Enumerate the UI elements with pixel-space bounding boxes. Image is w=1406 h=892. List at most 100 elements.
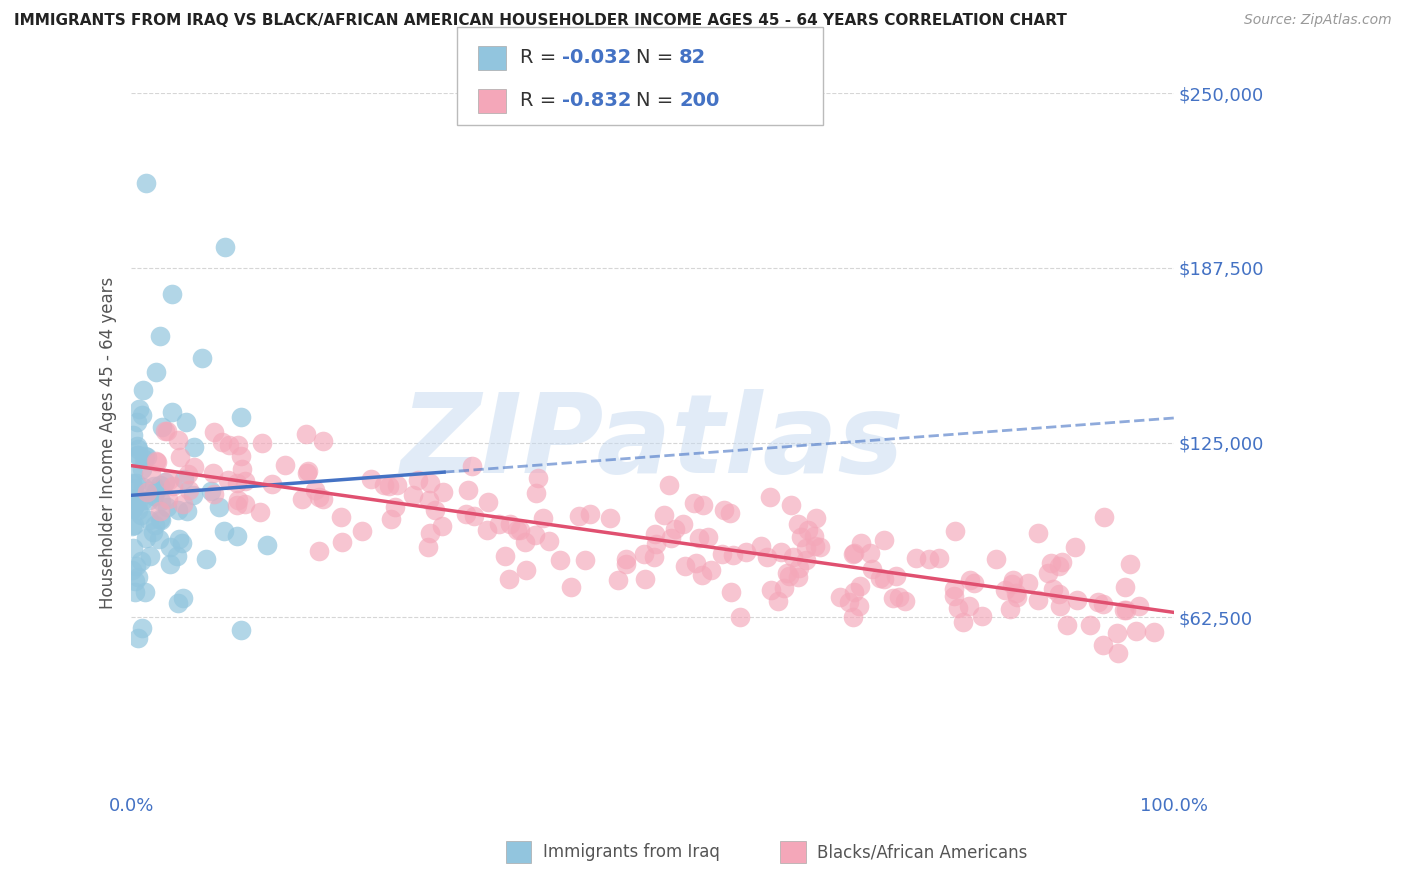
Point bbox=[548, 553, 571, 567]
Point bbox=[524, 528, 547, 542]
Point bbox=[869, 571, 891, 585]
Point bbox=[858, 546, 880, 560]
Point bbox=[1000, 577, 1022, 591]
Point bbox=[139, 549, 162, 563]
Point bbox=[905, 551, 928, 566]
Point bbox=[524, 485, 547, 500]
Point bbox=[495, 549, 517, 563]
Point bbox=[183, 440, 205, 454]
Point bbox=[131, 462, 153, 476]
Point bbox=[172, 497, 194, 511]
Point bbox=[790, 530, 813, 544]
Point bbox=[121, 467, 143, 481]
Point bbox=[1005, 591, 1028, 605]
Point bbox=[135, 176, 157, 190]
Point bbox=[776, 566, 799, 581]
Point bbox=[295, 466, 318, 480]
Point bbox=[1028, 592, 1050, 607]
Point bbox=[887, 591, 910, 605]
Text: N =: N = bbox=[636, 91, 679, 111]
Point bbox=[214, 524, 236, 538]
Text: IMMIGRANTS FROM IRAQ VS BLACK/AFRICAN AMERICAN HOUSEHOLDER INCOME AGES 45 - 64 Y: IMMIGRANTS FROM IRAQ VS BLACK/AFRICAN AM… bbox=[14, 13, 1067, 29]
Point bbox=[124, 574, 146, 588]
Point bbox=[330, 509, 353, 524]
Point bbox=[125, 476, 148, 491]
Point bbox=[574, 553, 596, 567]
Point bbox=[127, 448, 149, 462]
Point bbox=[121, 563, 143, 577]
Point bbox=[537, 534, 560, 549]
Point bbox=[416, 541, 439, 555]
Point bbox=[842, 548, 865, 562]
Text: 82: 82 bbox=[679, 48, 706, 68]
Point bbox=[644, 527, 666, 541]
Point bbox=[135, 531, 157, 545]
Point bbox=[128, 402, 150, 417]
Text: 200: 200 bbox=[679, 91, 720, 111]
Point bbox=[145, 365, 167, 379]
Point bbox=[142, 479, 165, 493]
Point bbox=[614, 551, 637, 566]
Point bbox=[208, 500, 231, 514]
Point bbox=[176, 504, 198, 518]
Point bbox=[873, 533, 896, 547]
Point bbox=[797, 523, 820, 537]
Point bbox=[1125, 624, 1147, 638]
Point bbox=[721, 548, 744, 562]
Point bbox=[352, 524, 374, 538]
Point bbox=[652, 508, 675, 523]
Point bbox=[1056, 617, 1078, 632]
Point bbox=[692, 568, 714, 582]
Point bbox=[122, 517, 145, 532]
Point bbox=[513, 535, 536, 549]
Point bbox=[233, 497, 256, 511]
Point bbox=[419, 476, 441, 491]
Point bbox=[946, 601, 969, 615]
Point bbox=[683, 496, 706, 510]
Point bbox=[124, 585, 146, 599]
Point bbox=[142, 524, 165, 539]
Point bbox=[308, 543, 330, 558]
Point bbox=[432, 484, 454, 499]
Point bbox=[229, 623, 252, 637]
Text: Blacks/African Americans: Blacks/African Americans bbox=[817, 843, 1028, 862]
Point bbox=[779, 498, 801, 512]
Point bbox=[380, 512, 402, 526]
Point bbox=[838, 594, 860, 608]
Point bbox=[201, 466, 224, 480]
Point bbox=[498, 573, 520, 587]
Point bbox=[229, 410, 252, 425]
Point bbox=[156, 492, 179, 507]
Point bbox=[786, 517, 808, 532]
Point bbox=[131, 408, 153, 422]
Point bbox=[166, 549, 188, 563]
Point bbox=[1107, 646, 1129, 660]
Point bbox=[134, 449, 156, 463]
Point bbox=[402, 488, 425, 502]
Point bbox=[125, 559, 148, 574]
Point bbox=[387, 477, 409, 491]
Point bbox=[1128, 599, 1150, 614]
Point bbox=[463, 508, 485, 523]
Point bbox=[190, 351, 212, 365]
Point bbox=[166, 596, 188, 610]
Point bbox=[734, 545, 756, 559]
Point bbox=[787, 560, 810, 574]
Point bbox=[160, 405, 183, 419]
Point bbox=[1038, 566, 1060, 580]
Point bbox=[506, 524, 529, 538]
Point bbox=[127, 442, 149, 456]
Point bbox=[162, 479, 184, 493]
Point bbox=[127, 631, 149, 645]
Point bbox=[225, 475, 247, 490]
Point bbox=[131, 480, 153, 494]
Point bbox=[132, 452, 155, 467]
Point bbox=[127, 494, 149, 508]
Point bbox=[1017, 576, 1039, 591]
Point bbox=[149, 511, 172, 525]
Point bbox=[972, 609, 994, 624]
Point bbox=[475, 523, 498, 537]
Point bbox=[461, 459, 484, 474]
Point bbox=[127, 503, 149, 517]
Point bbox=[928, 550, 950, 565]
